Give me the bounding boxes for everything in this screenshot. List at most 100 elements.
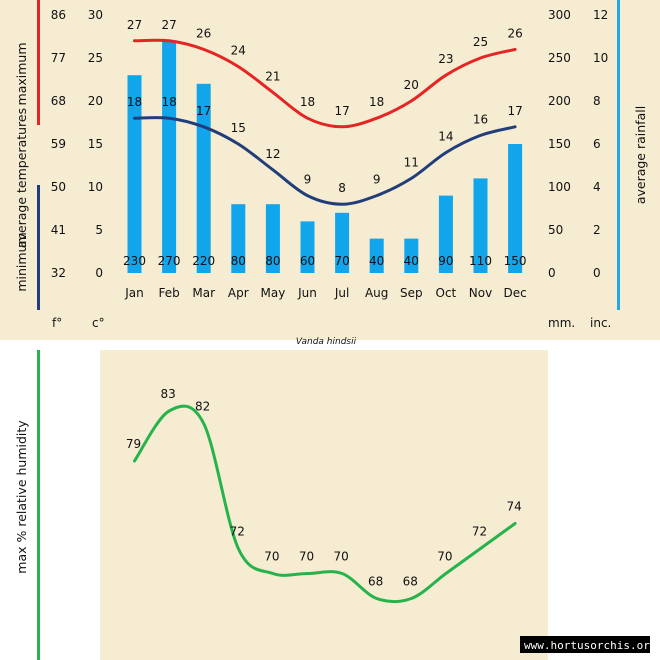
rainfall-data-label: 150 [504, 254, 527, 268]
rainfall-data-label: 60 [300, 254, 315, 268]
min-temperature-line [133, 116, 517, 206]
celsius-tick-label: 15 [88, 137, 103, 151]
month-label: Jul [334, 286, 349, 300]
rainfall-data-label: 80 [265, 254, 280, 268]
max-temp-data-label: 27 [161, 18, 176, 32]
celsius-tick-label: 0 [95, 266, 103, 280]
max-temp-data-label: 26 [507, 26, 522, 40]
month-label: Aug [365, 286, 388, 300]
rainfall-inch-tick-label: 8 [593, 94, 601, 108]
celsius-tick-label: 5 [95, 223, 103, 237]
max-temperature-line [133, 38, 517, 129]
average-temperatures-label: average temperatures [14, 108, 29, 248]
rainfall-data-label: 220 [192, 254, 215, 268]
min-temp-data-label: 16 [473, 112, 488, 126]
max-temp-data-label: 21 [265, 69, 280, 83]
rainfall-bar [127, 75, 142, 273]
rainfall-data-label: 70 [334, 254, 349, 268]
max-temp-data-label: 25 [473, 35, 488, 49]
humidity-data-label: 68 [403, 575, 418, 589]
min-temp-data-label: 9 [304, 173, 312, 187]
month-label: Feb [158, 286, 179, 300]
rainfall-mm-tick-label: 300 [548, 8, 571, 22]
humidity-data-label: 70 [264, 550, 279, 564]
rainfall-data-label: 90 [438, 254, 453, 268]
fahrenheit-tick-label: 41 [51, 223, 66, 237]
rainfall-data-label: 230 [123, 254, 146, 268]
watermark-background [520, 636, 650, 653]
humidity-data-label: 79 [126, 437, 141, 451]
max-temp-data-label: 18 [369, 95, 384, 109]
rainfall-bar [335, 212, 350, 273]
humidity-axis-label: max % relative humidity [14, 420, 29, 574]
min-temp-data-label: 15 [231, 121, 246, 135]
max-temp-data-label: 20 [404, 78, 419, 92]
celsius-tick-label: 25 [88, 51, 103, 65]
rainfall-bar [300, 221, 315, 273]
min-temp-data-label: 14 [438, 130, 453, 144]
rainfall-data-label: 110 [469, 254, 492, 268]
rainfall-axis-bar [617, 0, 620, 310]
rainfall-mm-tick-label: 200 [548, 94, 571, 108]
min-temp-data-label: 18 [127, 95, 142, 109]
rainfall-inch-tick-label: 4 [593, 180, 601, 194]
min-temp-data-label: 17 [507, 104, 522, 118]
humidity-data-label: 74 [506, 500, 521, 514]
rainfall-inch-tick-label: 10 [593, 51, 608, 65]
min-temp-data-label: 18 [161, 95, 176, 109]
average-rainfall-label: average rainfall [633, 106, 648, 204]
min-temp-data-label: 11 [404, 155, 419, 169]
month-label: Dec [503, 286, 526, 300]
rainfall-data-label: 270 [158, 254, 181, 268]
fahrenheit-tick-label: 32 [51, 266, 66, 280]
max-temp-data-label: 24 [231, 44, 246, 58]
humidity-data-label: 68 [368, 575, 383, 589]
fahrenheit-tick-label: 77 [51, 51, 66, 65]
rainfall-mm-tick-label: 50 [548, 223, 563, 237]
minimum-label: minimum [14, 232, 29, 291]
month-label: Mar [192, 286, 215, 300]
max-temp-data-label: 27 [127, 18, 142, 32]
rainfall-mm-tick-label: 150 [548, 137, 571, 151]
rainfall-data-label: 40 [369, 254, 384, 268]
mm-unit: mm. [548, 316, 575, 330]
fahrenheit-unit: f° [52, 316, 62, 330]
rainfall-bar [508, 144, 523, 273]
species-title: Vanda hindsii [296, 337, 357, 347]
month-label: Sep [400, 286, 423, 300]
min-temp-data-label: 17 [196, 104, 211, 118]
month-label: Apr [228, 286, 249, 300]
min-temp-axis-bar [37, 185, 40, 310]
rainfall-bar [473, 178, 488, 273]
humidity-line [133, 404, 517, 604]
fahrenheit-tick-label: 50 [51, 180, 66, 194]
rainfall-inch-tick-label: 0 [593, 266, 601, 280]
inches-unit: inc. [590, 316, 611, 330]
max-temp-data-label: 26 [196, 26, 211, 40]
min-temp-data-label: 12 [265, 147, 280, 161]
humidity-chart-background [100, 350, 548, 660]
rainfall-bar [265, 204, 280, 273]
rainfall-bar [196, 83, 211, 273]
rainfall-bar [162, 40, 177, 273]
rainfall-inch-tick-label: 2 [593, 223, 601, 237]
fahrenheit-tick-label: 59 [51, 137, 66, 151]
month-label: Jun [297, 286, 317, 300]
celsius-tick-label: 30 [88, 8, 103, 22]
fahrenheit-tick-label: 86 [51, 8, 66, 22]
month-label: May [260, 286, 285, 300]
rainfall-bar [404, 238, 419, 273]
max-temp-data-label: 18 [300, 95, 315, 109]
celsius-unit: c° [92, 316, 105, 330]
max-temp-axis-bar [37, 0, 40, 125]
rainfall-data-label: 40 [404, 254, 419, 268]
month-label: Nov [469, 286, 492, 300]
max-temp-data-label: 23 [438, 52, 453, 66]
humidity-data-label: 82 [195, 400, 210, 414]
rainfall-bar [369, 238, 384, 273]
humidity-data-label: 70 [333, 550, 348, 564]
humidity-data-label: 70 [437, 550, 452, 564]
maximum-label: maximum [14, 43, 29, 106]
rainfall-bar [438, 195, 453, 273]
